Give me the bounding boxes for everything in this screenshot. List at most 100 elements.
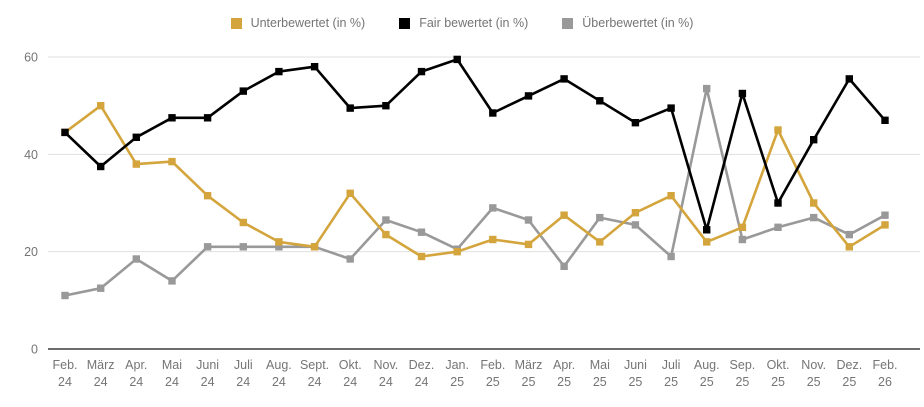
legend-swatch-fair-bewertet-icon [399,17,411,29]
x-tick-month-label: Okt. [339,358,362,372]
data-point-fair-bewertet[interactable] [596,97,604,105]
data-point-fair-bewertet[interactable] [810,136,818,144]
data-point-ueberbewertet[interactable] [417,228,426,236]
data-point-fair-bewertet[interactable] [667,104,675,112]
data-point-ueberbewertet[interactable] [810,213,818,222]
x-tick-year-label: 24 [58,375,72,389]
data-point-unterbewertet[interactable] [738,223,747,231]
x-tick-month-label: Sept. [300,358,329,372]
legend-item-fair-bewertet[interactable]: Fair bewertet (in %) [399,16,528,30]
data-point-fair-bewertet[interactable] [631,119,640,127]
data-point-ueberbewertet[interactable] [239,243,247,251]
data-point-ueberbewertet[interactable] [132,255,140,263]
x-tick-year-label: 25 [807,375,821,389]
x-tick-month-label: Juni [624,358,647,372]
data-point-unterbewertet[interactable] [310,243,319,251]
x-tick-year-label: 24 [343,375,357,389]
data-point-ueberbewertet[interactable] [382,216,390,224]
y-axis-labels: 0 20 40 60 [24,51,38,357]
legend-item-unterbewertet[interactable]: Unterbewertet (in %) [230,16,366,30]
legend-item-ueberbewertet[interactable]: Überbewertet (in %) [562,16,693,30]
data-point-unterbewertet[interactable] [881,221,889,229]
data-point-fair-bewertet[interactable] [453,55,461,64]
data-point-ueberbewertet[interactable] [524,216,533,224]
data-point-unterbewertet[interactable] [596,238,604,246]
data-point-fair-bewertet[interactable] [881,116,889,124]
data-point-ueberbewertet[interactable] [560,262,568,270]
data-point-unterbewertet[interactable] [275,238,283,246]
data-point-fair-bewertet[interactable] [417,67,426,76]
data-point-fair-bewertet[interactable] [168,114,176,122]
data-point-unterbewertet[interactable] [667,192,675,200]
data-point-unterbewertet[interactable] [168,157,176,166]
x-tick-month-label: März [87,358,115,372]
legend-swatch-ueberbewertet-icon [562,17,574,29]
data-point-ueberbewertet[interactable] [97,284,105,292]
data-point-ueberbewertet[interactable] [596,213,604,222]
data-point-unterbewertet[interactable] [810,199,818,207]
data-point-unterbewertet[interactable] [239,218,247,227]
data-point-ueberbewertet[interactable] [703,84,711,93]
data-point-ueberbewertet[interactable] [275,243,283,251]
x-tick-year-label: 24 [94,375,108,389]
x-tick-month-label: Aug. [266,358,292,372]
data-point-unterbewertet[interactable] [774,126,782,134]
x-tick-month-label: Dez. [836,358,862,372]
data-point-fair-bewertet[interactable] [382,102,390,110]
data-point-fair-bewertet[interactable] [346,104,354,112]
data-point-unterbewertet[interactable] [489,235,497,244]
data-point-ueberbewertet[interactable] [845,230,853,239]
x-tick-year-label: 25 [486,375,500,389]
x-tick-month-label: Juni [196,358,219,372]
data-point-unterbewertet[interactable] [132,160,140,168]
data-point-fair-bewertet[interactable] [310,63,319,71]
data-point-ueberbewertet[interactable] [631,221,640,229]
x-tick-month-label: Feb. [52,358,77,372]
data-point-ueberbewertet[interactable] [881,211,889,219]
data-point-unterbewertet[interactable] [524,240,533,249]
legend-label-ueberbewertet: Überbewertet (in %) [582,16,694,30]
data-point-fair-bewertet[interactable] [524,92,533,100]
x-tick-year-label: 25 [522,375,536,389]
data-point-ueberbewertet[interactable] [774,223,782,231]
data-point-fair-bewertet[interactable] [845,75,853,83]
legend-label-unterbewertet: Unterbewertet (in %) [250,16,366,30]
data-point-ueberbewertet[interactable] [489,204,497,212]
data-point-unterbewertet[interactable] [203,192,212,200]
series-line-fair-bewertet [63,58,887,232]
x-axis-labels: Feb. 24 März 24 Apr. 24 Mai 24 Juni 24 Juli 24 Aug. 2… [52,358,897,389]
data-point-ueberbewertet[interactable] [667,252,675,261]
data-point-fair-bewertet[interactable] [203,114,212,122]
data-point-fair-bewertet[interactable] [132,133,140,141]
data-point-unterbewertet[interactable] [453,248,461,256]
data-point-unterbewertet[interactable] [631,209,640,217]
x-tick-year-label: 25 [593,375,607,389]
data-point-fair-bewertet[interactable] [61,128,69,137]
data-point-fair-bewertet[interactable] [97,162,105,171]
data-point-unterbewertet[interactable] [382,230,390,239]
data-point-ueberbewertet[interactable] [738,235,747,244]
y-tick-label-20: 20 [24,245,38,259]
data-point-fair-bewertet[interactable] [239,87,247,95]
data-point-fair-bewertet[interactable] [489,109,497,117]
data-point-ueberbewertet[interactable] [203,243,212,251]
x-tick-month-label: Mai [162,358,182,372]
data-point-fair-bewertet[interactable] [774,199,782,207]
x-tick-month-label: Feb. [480,358,505,372]
data-point-unterbewertet[interactable] [417,252,426,261]
data-point-unterbewertet[interactable] [560,211,568,219]
data-point-ueberbewertet[interactable] [346,255,354,263]
data-point-fair-bewertet[interactable] [275,67,283,76]
data-point-fair-bewertet[interactable] [560,75,568,83]
data-point-unterbewertet[interactable] [97,102,105,110]
data-point-fair-bewertet[interactable] [738,89,747,98]
data-point-fair-bewertet[interactable] [703,226,711,234]
data-point-unterbewertet[interactable] [703,238,711,246]
data-point-unterbewertet[interactable] [845,243,853,251]
data-point-ueberbewertet[interactable] [61,291,69,300]
data-point-ueberbewertet[interactable] [168,277,176,285]
x-tick-year-label: 25 [450,375,464,389]
data-point-unterbewertet[interactable] [346,189,354,197]
